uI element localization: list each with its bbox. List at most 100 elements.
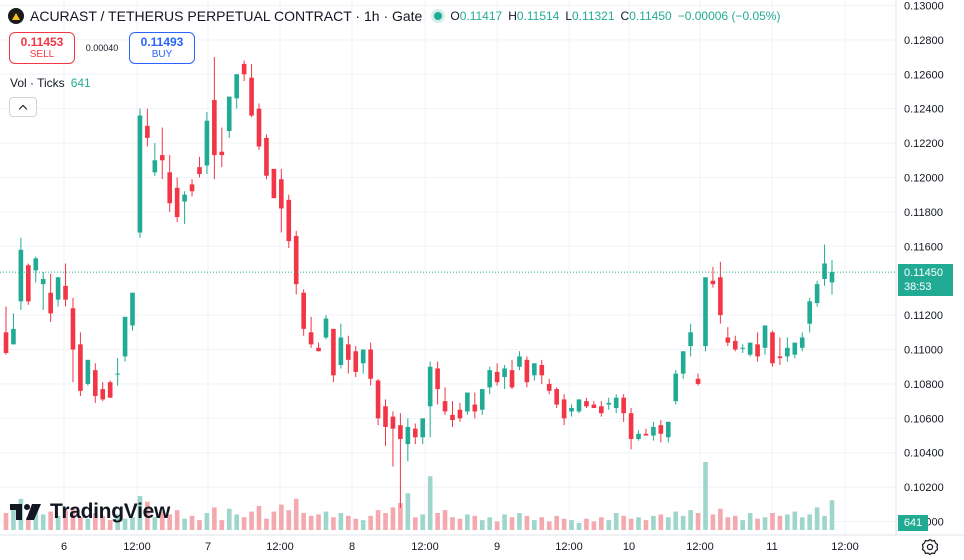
volume-bar [115,514,120,530]
volume-bar [264,518,269,530]
candle-body [613,397,619,409]
volume-bar [799,517,805,530]
candle-body [234,74,239,99]
sell-label: SELL [29,49,55,60]
volume-bar [487,517,493,530]
market-status-icon[interactable] [434,12,443,20]
acurast-logo-icon [8,8,24,24]
candle-body [487,370,493,388]
volume-bar [63,510,68,530]
buy-button[interactable]: 0.11493 BUY [129,32,195,64]
volume-bar [814,507,820,530]
volume-bar [710,514,716,530]
candle-body [159,155,165,161]
volume-bar [606,520,612,530]
candle-body [100,389,106,400]
candle-body [703,277,708,347]
tradingview-brand[interactable]: TradingView [10,500,170,524]
price-scale[interactable]: 0.13000 0.12800 0.12600 0.12400 0.12200 0.120… [904,0,944,528]
volume-bar [740,520,746,530]
candle-body [226,96,232,132]
ohlc-high-value: 0.11514 [516,9,560,23]
volume-bar [338,513,344,530]
volume-bar [762,517,768,530]
candle-body [584,401,589,407]
volume-bar [353,518,359,530]
candle-body [167,172,173,204]
candle-body [643,433,649,436]
sell-price: 0.11453 [20,35,64,49]
volume-bar [680,515,686,530]
volume-legend-value: 641 [70,76,91,90]
volume-bar [368,515,373,530]
volume-legend-label: Vol · Ticks [10,76,65,90]
volume-bar [777,515,783,530]
volume-bar [293,498,299,530]
volume-bar [725,517,731,530]
volume-bar [450,517,455,530]
candle-body [85,359,91,384]
volume-bar [189,515,195,530]
volume-bar [770,513,775,530]
candle-body [152,160,158,173]
candle-body [130,292,135,326]
gear-icon[interactable] [921,538,939,556]
candle-body [368,349,373,379]
volume-bar [703,462,708,530]
ohlc-values: O0.11417 H0.11514 L0.11321 C0.11450 −0.0… [450,9,780,23]
time-tick-label: 11 [766,541,777,553]
volume-bar [286,510,292,530]
candle-body [755,344,760,357]
volume-bar [532,520,537,530]
volume-bar [502,514,507,530]
collapse-legend-button[interactable] [9,97,37,117]
volume-bar [316,514,321,530]
candle-body [182,194,187,202]
price-tick-label: 0.12600 [904,69,944,81]
candle-body [740,347,746,349]
volume-bar [755,518,760,530]
current-price-label: 0.11450 38:53 [898,264,953,296]
volume-bar [561,518,567,530]
candle-body [762,325,768,348]
volume-bar [688,510,693,530]
volume-bar [747,513,753,530]
sell-button[interactable]: 0.11453 SELL [9,32,75,64]
symbol-title[interactable]: ACURAST / TETHERUS PERPETUAL CONTRACT · … [30,8,423,24]
candle-body [822,263,827,279]
candle-body [212,100,217,156]
price-tick-label: 0.12200 [904,138,944,150]
volume-bar [70,507,76,530]
volume-bar [427,476,433,530]
volume-bar [546,521,552,530]
candle-body [621,397,626,414]
candle-body [323,318,329,338]
volume-bar [628,518,634,530]
candle-body [316,347,321,352]
candle-body [539,365,545,376]
ohlc-low-key: L [565,9,573,23]
price-tick-label: 0.13000 [904,0,944,12]
volume-bar [301,513,306,530]
price-tick-label: 0.10800 [904,379,944,391]
volume-bar [174,510,180,530]
volume-bar [792,511,798,530]
volume-bar [584,518,589,530]
candle-body [78,344,83,391]
spread-value: 0.00040 [85,43,119,53]
candle-body [115,373,120,375]
volume-bar [331,517,336,530]
candle-body [636,433,641,439]
volume-bar [643,520,649,530]
candles [3,57,835,508]
volume-bar [226,508,232,530]
volume-bar [204,513,210,530]
time-scale[interactable]: 6 12:00 7 12:00 8 12:00 9 12:00 10 12:00 11 12:00 [61,541,859,553]
volume-bar [345,515,351,530]
candle-body [107,382,113,398]
candle-body [561,399,567,419]
volume-legend[interactable]: Vol · Ticks 641 [10,76,91,90]
volume-bar [822,515,827,530]
volume-bar [122,518,128,530]
